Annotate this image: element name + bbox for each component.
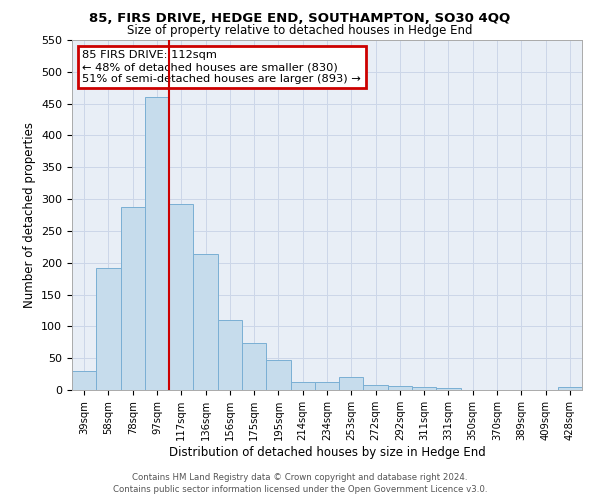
Text: 85 FIRS DRIVE: 112sqm
← 48% of detached houses are smaller (830)
51% of semi-det: 85 FIRS DRIVE: 112sqm ← 48% of detached … <box>82 50 361 84</box>
Bar <box>388 386 412 390</box>
Bar <box>193 254 218 390</box>
Bar <box>290 382 315 390</box>
Bar <box>436 388 461 390</box>
Bar <box>266 360 290 390</box>
Bar <box>169 204 193 390</box>
Bar <box>218 320 242 390</box>
Text: Contains HM Land Registry data © Crown copyright and database right 2024.
Contai: Contains HM Land Registry data © Crown c… <box>113 472 487 494</box>
Text: 85, FIRS DRIVE, HEDGE END, SOUTHAMPTON, SO30 4QQ: 85, FIRS DRIVE, HEDGE END, SOUTHAMPTON, … <box>89 12 511 26</box>
Bar <box>412 387 436 390</box>
Bar <box>121 206 145 390</box>
Bar <box>558 387 582 390</box>
X-axis label: Distribution of detached houses by size in Hedge End: Distribution of detached houses by size … <box>169 446 485 458</box>
Bar <box>339 378 364 390</box>
Y-axis label: Number of detached properties: Number of detached properties <box>23 122 35 308</box>
Text: Size of property relative to detached houses in Hedge End: Size of property relative to detached ho… <box>127 24 473 37</box>
Bar <box>364 385 388 390</box>
Bar <box>145 98 169 390</box>
Bar <box>96 268 121 390</box>
Bar <box>72 371 96 390</box>
Bar <box>242 343 266 390</box>
Bar <box>315 382 339 390</box>
